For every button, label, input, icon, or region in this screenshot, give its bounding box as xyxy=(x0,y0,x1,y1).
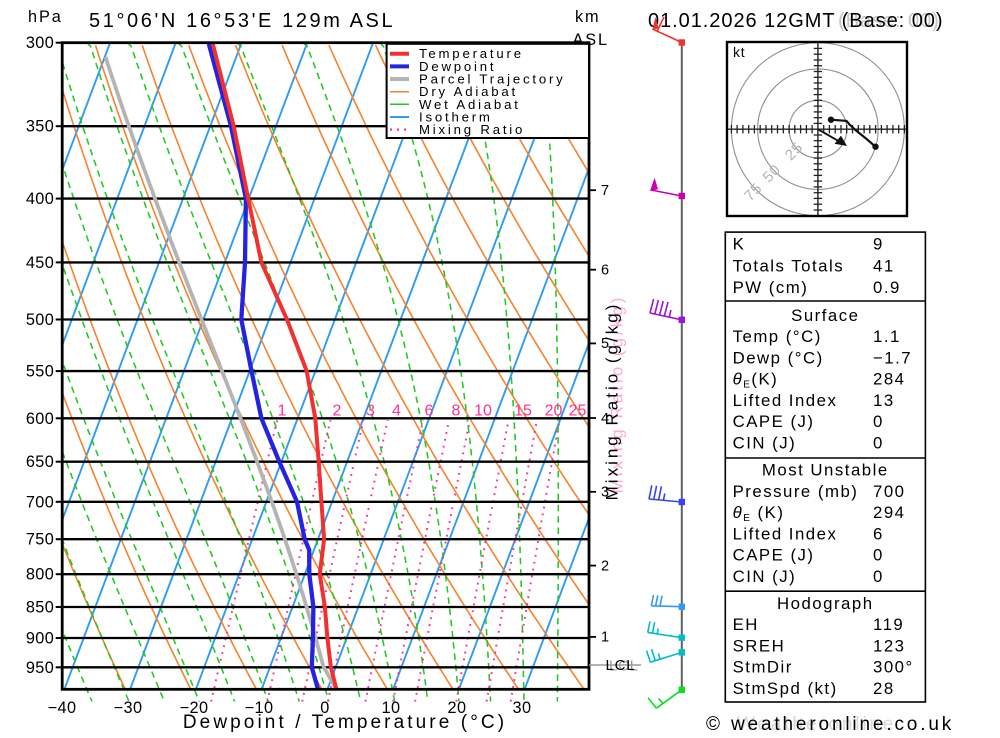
svg-text:6: 6 xyxy=(601,263,609,279)
svg-text:119: 119 xyxy=(873,615,904,634)
svg-text:1: 1 xyxy=(601,630,609,646)
svg-text:K: K xyxy=(733,235,746,254)
svg-text:7: 7 xyxy=(601,183,609,199)
svg-text:0: 0 xyxy=(873,546,884,565)
svg-text:1.1: 1.1 xyxy=(873,327,901,346)
svg-text:Mixing Ratio (g/kg): Mixing Ratio (g/kg) xyxy=(608,295,627,494)
svg-text:Dewpoint: Dewpoint xyxy=(419,59,496,74)
svg-text:Hodograph: Hodograph xyxy=(777,594,874,613)
svg-text:LCL: LCL xyxy=(609,658,639,675)
svg-text:28: 28 xyxy=(873,679,895,698)
svg-text:400: 400 xyxy=(26,190,54,208)
svg-text:30: 30 xyxy=(513,699,532,717)
svg-text:15: 15 xyxy=(514,403,532,420)
svg-text:284: 284 xyxy=(873,370,906,389)
svg-text:−1.7: −1.7 xyxy=(873,348,912,367)
svg-text:5: 5 xyxy=(601,336,609,352)
svg-text:300: 300 xyxy=(26,34,54,52)
svg-text:Mixing Ratio: Mixing Ratio xyxy=(419,122,525,137)
svg-text:EH: EH xyxy=(733,615,759,634)
svg-text:350: 350 xyxy=(26,118,54,136)
svg-text:© weatheronline.co.uk: © weatheronline.co.uk xyxy=(706,714,954,733)
svg-text:CIN (J): CIN (J) xyxy=(733,567,797,586)
svg-text:900: 900 xyxy=(26,630,54,648)
svg-text:Lifted Index: Lifted Index xyxy=(733,524,838,543)
svg-text:−40: −40 xyxy=(48,699,77,717)
svg-text:41: 41 xyxy=(873,257,895,276)
svg-text:25: 25 xyxy=(569,403,587,420)
svg-text:20: 20 xyxy=(545,403,563,420)
svg-text:850: 850 xyxy=(26,599,54,617)
svg-text:450: 450 xyxy=(26,254,54,272)
svg-text:Dry Adiabat: Dry Adiabat xyxy=(419,84,518,99)
svg-text:3: 3 xyxy=(601,485,609,501)
svg-text:500: 500 xyxy=(26,311,54,329)
svg-text:300°: 300° xyxy=(873,658,914,677)
svg-text:Temp (°C): Temp (°C) xyxy=(733,327,822,346)
svg-text:600: 600 xyxy=(26,410,54,428)
svg-text:51°06'N 16°53'E 129m ASL: 51°06'N 16°53'E 129m ASL xyxy=(89,10,395,32)
svg-text:650: 650 xyxy=(26,453,54,471)
svg-text:01.01.2026 12GMT (Base: 00): 01.01.2026 12GMT (Base: 00) xyxy=(648,10,943,32)
svg-text:SREH: SREH xyxy=(733,636,786,655)
svg-text:Surface: Surface xyxy=(791,306,859,325)
svg-text:θE(K): θE(K) xyxy=(733,370,779,391)
svg-text:20: 20 xyxy=(448,699,467,717)
svg-text:(Base: 00): (Base: 00) xyxy=(838,10,940,32)
svg-text:Mixing Ratio (g/kg): Mixing Ratio (g/kg) xyxy=(603,302,622,501)
svg-text:0.9: 0.9 xyxy=(873,278,901,297)
svg-text:750: 750 xyxy=(26,531,54,549)
svg-text:kt: kt xyxy=(733,44,746,60)
svg-text:4: 4 xyxy=(601,411,609,427)
svg-text:Totals Totals: Totals Totals xyxy=(733,257,845,276)
svg-text:550: 550 xyxy=(26,363,54,381)
svg-text:−30: −30 xyxy=(114,699,143,717)
svg-text:8: 8 xyxy=(452,403,461,420)
svg-text:10: 10 xyxy=(474,403,492,420)
svg-text:0: 0 xyxy=(873,433,884,452)
svg-text:950: 950 xyxy=(26,659,54,677)
svg-text:CAPE (J): CAPE (J) xyxy=(733,412,815,431)
svg-text:Pressure (mb): Pressure (mb) xyxy=(733,482,859,501)
svg-text:0: 0 xyxy=(320,699,329,717)
svg-text:hPa: hPa xyxy=(28,8,63,26)
svg-text:Parcel Trajectory: Parcel Trajectory xyxy=(419,72,566,87)
svg-text:294: 294 xyxy=(873,503,906,522)
svg-text:Wet Adiabat: Wet Adiabat xyxy=(419,97,521,112)
svg-text:Weatheronline: Weatheronline xyxy=(737,714,896,733)
svg-text:6: 6 xyxy=(873,524,884,543)
svg-text:LCL: LCL xyxy=(606,657,636,674)
svg-text:2: 2 xyxy=(333,403,342,420)
svg-text:3: 3 xyxy=(366,403,375,420)
svg-text:0: 0 xyxy=(873,567,884,586)
svg-text:θE (K): θE (K) xyxy=(733,503,785,524)
svg-text:4: 4 xyxy=(392,403,401,420)
svg-text:700: 700 xyxy=(26,493,54,511)
svg-text:CAPE (J): CAPE (J) xyxy=(733,546,815,565)
svg-text:Temperature: Temperature xyxy=(419,46,524,61)
svg-text:6: 6 xyxy=(425,403,434,420)
svg-text:2: 2 xyxy=(601,558,609,574)
svg-text:123: 123 xyxy=(873,636,906,655)
svg-text:StmDir: StmDir xyxy=(733,658,793,677)
svg-text:CIN (J): CIN (J) xyxy=(733,433,797,452)
svg-text:Dewp (°C): Dewp (°C) xyxy=(733,348,824,367)
svg-text:0: 0 xyxy=(873,412,884,431)
svg-text:km: km xyxy=(575,8,601,26)
svg-text:Lifted Index: Lifted Index xyxy=(733,391,838,410)
svg-text:700: 700 xyxy=(873,482,906,501)
svg-text:1: 1 xyxy=(278,403,287,420)
svg-text:Most Unstable: Most Unstable xyxy=(762,461,889,480)
svg-text:PW (cm): PW (cm) xyxy=(733,278,809,297)
svg-text:Isotherm: Isotherm xyxy=(419,110,493,125)
svg-text:800: 800 xyxy=(26,566,54,584)
svg-text:−20: −20 xyxy=(180,699,209,717)
svg-text:10: 10 xyxy=(382,699,401,717)
svg-text:9: 9 xyxy=(873,235,884,254)
svg-text:Dewpoint / Temperature (°C): Dewpoint / Temperature (°C) xyxy=(183,712,507,733)
svg-text:StmSpd (kt): StmSpd (kt) xyxy=(733,679,838,698)
svg-text:−10: −10 xyxy=(245,699,274,717)
svg-text:13: 13 xyxy=(873,391,895,410)
